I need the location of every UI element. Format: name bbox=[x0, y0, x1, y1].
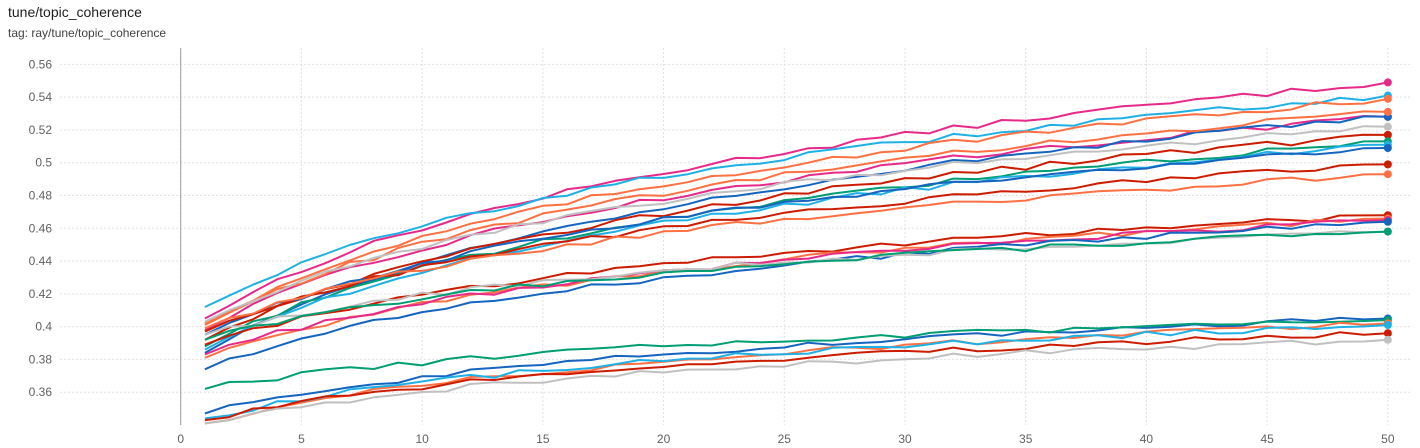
series-line bbox=[204, 219, 1388, 356]
x-tick-label: 10 bbox=[415, 432, 429, 446]
grid bbox=[60, 48, 1412, 425]
series-line bbox=[204, 143, 1388, 351]
x-tick-label: 5 bbox=[298, 432, 305, 446]
y-tick-label: 0.38 bbox=[29, 352, 53, 366]
series-end-point bbox=[1383, 122, 1392, 131]
series-line bbox=[204, 147, 1388, 336]
series-line bbox=[204, 321, 1388, 425]
series-end-point bbox=[1383, 329, 1392, 338]
series-line bbox=[204, 331, 1388, 422]
series-line bbox=[204, 319, 1388, 390]
series-end-markers bbox=[1383, 78, 1392, 344]
series-line bbox=[204, 125, 1388, 323]
series-line bbox=[204, 324, 1388, 420]
y-tick-label: 0.36 bbox=[29, 385, 53, 399]
y-tick-label: 0.42 bbox=[29, 287, 53, 301]
series-end-point bbox=[1383, 78, 1392, 87]
series-end-point bbox=[1383, 143, 1392, 152]
y-tick-label: 0.56 bbox=[29, 57, 53, 71]
series-line bbox=[204, 110, 1388, 326]
x-tick-label: 50 bbox=[1381, 432, 1395, 446]
y-tick-label: 0.48 bbox=[29, 189, 53, 203]
y-tick-label: 0.5 bbox=[35, 156, 52, 170]
series-end-point bbox=[1383, 170, 1392, 179]
series-line bbox=[204, 133, 1388, 341]
series-line bbox=[204, 173, 1388, 330]
x-tick-label: 30 bbox=[898, 432, 912, 446]
series-line bbox=[204, 115, 1388, 331]
x-tick-label: 35 bbox=[1019, 432, 1033, 446]
chart-title: tune/topic_coherence bbox=[8, 4, 142, 20]
y-tick-labels: 0.36 0.38 0.4 0.42 0.44 0.46 0.48 0.5 0.52 0.54 0.… bbox=[29, 57, 53, 399]
series-line bbox=[204, 94, 1389, 308]
series-end-point bbox=[1383, 321, 1392, 330]
card-header: tune/topic_coherence tag: ray/tune/topic… bbox=[8, 4, 166, 40]
x-tick-label: 20 bbox=[657, 432, 671, 446]
series-line bbox=[204, 81, 1389, 320]
series-end-point bbox=[1383, 107, 1392, 116]
series-lines bbox=[204, 81, 1389, 425]
series-line bbox=[204, 97, 1389, 325]
x-tick-label: 25 bbox=[778, 432, 792, 446]
series-line bbox=[204, 230, 1388, 341]
y-tick-label: 0.46 bbox=[29, 221, 53, 235]
y-tick-label: 0.52 bbox=[29, 123, 53, 137]
series-end-point bbox=[1383, 227, 1392, 236]
x-tick-label: 40 bbox=[1140, 432, 1154, 446]
x-tick-label: 45 bbox=[1260, 432, 1274, 446]
series-line bbox=[204, 220, 1388, 371]
series-end-point bbox=[1383, 130, 1392, 139]
series-line bbox=[204, 338, 1388, 425]
x-tick-label: 15 bbox=[536, 432, 550, 446]
series-end-point bbox=[1383, 94, 1392, 103]
x-tick-label: 0 bbox=[177, 432, 184, 446]
y-tick-label: 0.4 bbox=[35, 320, 52, 334]
y-tick-label: 0.54 bbox=[29, 90, 53, 104]
y-tick-label: 0.44 bbox=[29, 254, 53, 268]
series-line bbox=[204, 214, 1388, 346]
x-tick-labels: 0 5 10 15 20 25 30 35 40 45 50 bbox=[177, 432, 1394, 446]
series-end-point bbox=[1383, 335, 1392, 344]
series-line bbox=[204, 163, 1388, 333]
series-end-point bbox=[1383, 160, 1392, 169]
chart-tag: tag: ray/tune/topic_coherence bbox=[8, 26, 167, 40]
series-end-point bbox=[1383, 217, 1392, 226]
